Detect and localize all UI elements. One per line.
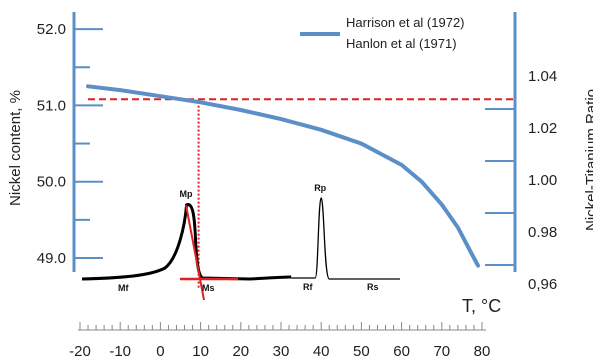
left-y-axis-label: Nickel content, % xyxy=(7,90,24,206)
series-line-harrison xyxy=(86,84,480,268)
legend-entry-harrison: Harrison et al (1972) xyxy=(346,15,465,30)
right-y-tick-label: 1.04 xyxy=(528,68,557,85)
right-y-tick-label: 0,96 xyxy=(528,276,557,293)
x-tick-label: 60 xyxy=(393,343,410,360)
x-tick-label: 80 xyxy=(474,343,491,360)
x-tick-label: 20 xyxy=(232,343,249,360)
x-axis-label: T, °C xyxy=(462,296,501,316)
ms-tangent-slope xyxy=(185,204,205,301)
dsc-label-rf: Rf xyxy=(303,282,313,292)
left-y-tick-label: 51.0 xyxy=(37,97,66,114)
x-tick-label: -10 xyxy=(109,343,131,360)
dsc-label-mf: Mf xyxy=(118,283,129,293)
left-y-tick-label: 49.0 xyxy=(37,250,66,267)
dsc-label-mp: Mp xyxy=(180,189,193,199)
dsc-label-rp: Rp xyxy=(314,183,326,193)
x-tick-label: 0 xyxy=(156,343,164,360)
left-y-tick-label: 52.0 xyxy=(37,21,66,38)
dsc-heating-curve xyxy=(291,197,400,280)
right-y-tick-label: 0.98 xyxy=(528,224,557,241)
dsc-cooling-curve xyxy=(81,203,292,281)
x-tick-label: 70 xyxy=(433,343,450,360)
dsc-label-rs: Rs xyxy=(367,282,379,292)
left-y-tick-label: 50.0 xyxy=(37,174,66,191)
dsc-label-ms: Ms xyxy=(202,283,215,293)
x-tick-label: 40 xyxy=(313,343,330,360)
x-tick-label: 50 xyxy=(353,343,370,360)
x-tick-label: 10 xyxy=(192,343,209,360)
legend-entry-hanlon: Hanlon et al (1971) xyxy=(346,36,457,51)
right-y-tick-label: 1.02 xyxy=(528,120,557,137)
right-y-axis-label: Nickel-Titanium Ratio xyxy=(583,89,593,231)
x-tick-label: 30 xyxy=(273,343,290,360)
x-tick-label: -20 xyxy=(69,343,91,360)
right-y-tick-label: 1.00 xyxy=(528,172,557,189)
